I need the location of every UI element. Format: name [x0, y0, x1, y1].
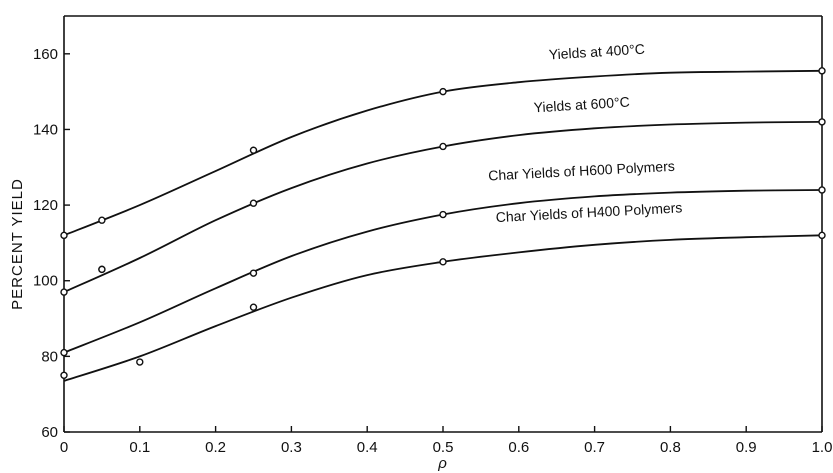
y-tick-label: 80 — [41, 348, 58, 365]
data-point — [249, 269, 258, 277]
data-point — [818, 231, 826, 240]
x-axis-ticks: 0 0.1 0.2 0.3 0.4 0.5 0.6 0.7 0.8 0.9 1.0 — [60, 426, 833, 456]
y-axis-ticks: 60 80 100 120 140 160 — [33, 46, 70, 441]
data-point — [439, 87, 447, 96]
data-point — [818, 118, 826, 126]
y-tick-label: 160 — [33, 46, 58, 63]
series-1: Yields at 400°C — [60, 41, 826, 240]
x-tick-label: 0.3 — [281, 439, 302, 456]
x-tick-label: 0.2 — [205, 439, 226, 456]
y-tick-label: 60 — [41, 424, 58, 441]
x-tick-label: 0.5 — [433, 439, 454, 456]
series-4: Char Yields of H400 Polymers — [60, 199, 826, 382]
x-tick-label: 1.0 — [812, 439, 833, 456]
series-line — [63, 69, 823, 237]
y-tick-label: 100 — [33, 273, 58, 290]
y-tick-label: 140 — [33, 121, 58, 138]
data-point — [439, 210, 447, 219]
x-tick-label: 0.8 — [660, 439, 681, 456]
x-tick-label: 0.6 — [508, 439, 529, 456]
data-point — [439, 142, 447, 151]
data-point — [249, 303, 258, 311]
x-tick-label: 0.1 — [129, 439, 150, 456]
y-tick-label: 120 — [33, 197, 58, 214]
series-line — [63, 234, 823, 382]
data-point — [60, 371, 68, 379]
series-3: Char Yields of H600 Polymers — [60, 158, 826, 357]
data-point — [249, 146, 258, 154]
x-tick-label: 0.4 — [357, 439, 378, 456]
data-point — [60, 348, 68, 357]
data-point — [98, 216, 106, 224]
series-line — [63, 121, 823, 293]
data-point — [60, 231, 68, 240]
x-tick-label: 0.7 — [584, 439, 605, 456]
x-tick-label: 0 — [60, 439, 68, 456]
axes — [63, 15, 823, 433]
x-axis-title: ρ — [437, 455, 448, 472]
data-point — [136, 358, 144, 366]
series-line — [63, 189, 823, 354]
data-point — [818, 67, 826, 75]
data-point — [98, 265, 106, 274]
series-label: Yields at 600°C — [533, 94, 630, 116]
data-point — [439, 258, 447, 266]
series-group: Yields at 400°C Yields at 600°C Char Yield… — [60, 41, 826, 382]
data-point — [249, 199, 258, 207]
data-point — [818, 186, 826, 194]
data-point — [60, 288, 68, 296]
y-axis-title: PERCENT YIELD — [9, 178, 26, 310]
series-label: Yields at 400°C — [548, 41, 645, 63]
x-tick-label: 0.9 — [736, 439, 757, 456]
series-label: Char Yields of H600 Polymers — [488, 158, 675, 184]
